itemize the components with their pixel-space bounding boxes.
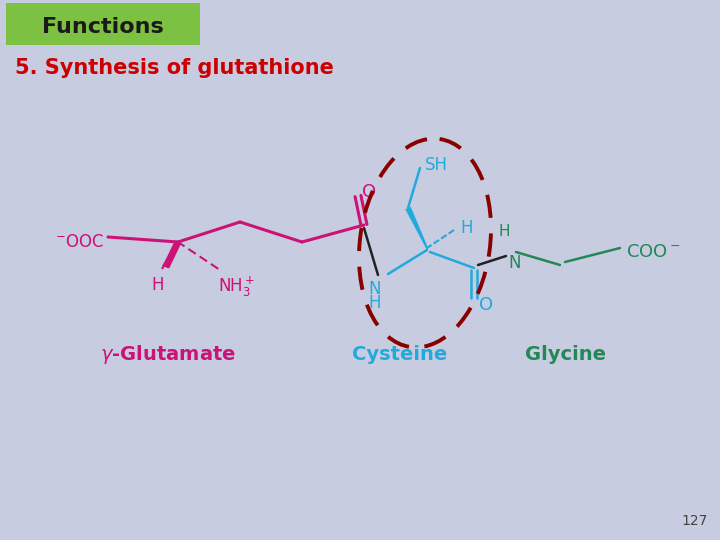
Text: NH$_3^+$: NH$_3^+$ (218, 275, 256, 299)
Text: O: O (479, 296, 493, 314)
Text: H: H (498, 224, 510, 239)
Text: O: O (362, 183, 376, 201)
Polygon shape (162, 240, 178, 268)
Text: H: H (152, 276, 164, 294)
Polygon shape (405, 207, 428, 248)
Text: Functions: Functions (42, 17, 164, 37)
Text: H: H (460, 219, 472, 237)
Text: SH: SH (425, 156, 448, 174)
Text: COO$^-$: COO$^-$ (626, 243, 681, 261)
Text: $\gamma$-Glutamate: $\gamma$-Glutamate (100, 343, 236, 367)
Text: N: N (508, 254, 521, 272)
Text: H: H (369, 294, 382, 312)
Text: Cysteine: Cysteine (352, 346, 448, 365)
Text: N: N (369, 280, 382, 298)
Text: 127: 127 (682, 514, 708, 528)
Text: 5. Synthesis of glutathione: 5. Synthesis of glutathione (15, 58, 334, 78)
Text: $^{-}$OOC: $^{-}$OOC (55, 233, 104, 251)
FancyBboxPatch shape (6, 3, 200, 45)
Text: Glycine: Glycine (524, 346, 606, 365)
